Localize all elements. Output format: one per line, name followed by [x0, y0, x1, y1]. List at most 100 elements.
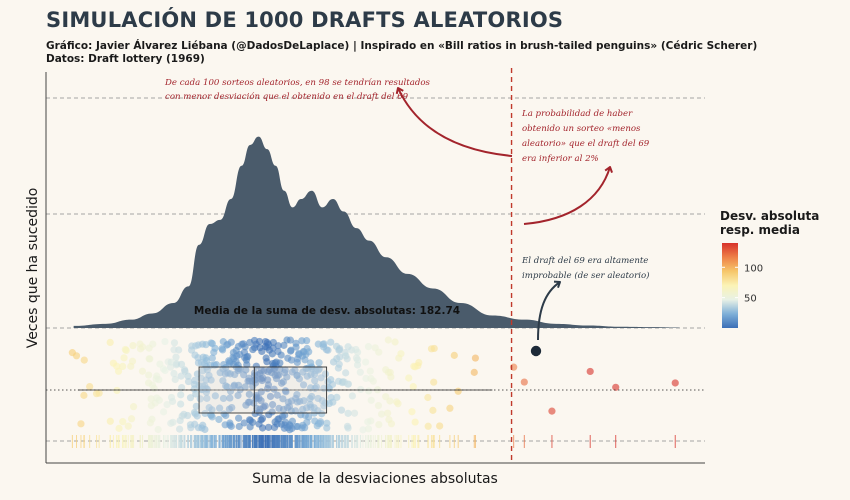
jitter-point — [113, 386, 121, 395]
jitter-point — [167, 393, 176, 402]
jitter-point — [364, 425, 373, 433]
jitter-point — [305, 348, 313, 356]
jitter-point — [235, 414, 243, 422]
jitter-point — [446, 404, 454, 412]
jitter-point — [344, 380, 353, 388]
jitter-point — [314, 366, 322, 374]
jitter-point — [288, 417, 297, 425]
jitter-point — [382, 366, 390, 374]
jitter-point — [150, 384, 158, 392]
jitter-point — [336, 353, 344, 361]
jitter-point — [215, 415, 223, 424]
jitter-point — [127, 415, 136, 423]
jitter-point — [171, 375, 179, 384]
jitter-point — [612, 383, 620, 391]
jitter-point — [299, 421, 307, 429]
jitter-point — [219, 394, 228, 403]
jitter-point — [177, 391, 185, 399]
jitter-point — [427, 345, 436, 353]
jitter-point — [283, 373, 291, 381]
jitter-point — [180, 366, 189, 374]
jitter-point — [430, 378, 438, 386]
jitter-point — [263, 358, 271, 366]
jitter-point — [167, 358, 175, 366]
jitter-point — [119, 418, 127, 426]
jitter-point — [314, 394, 322, 403]
jitter-point — [353, 361, 362, 369]
jitter-point — [225, 405, 233, 413]
jitter-point — [222, 382, 230, 390]
jitter-point — [264, 340, 273, 349]
jitter-point — [192, 402, 200, 410]
jitter-point — [172, 353, 180, 361]
jitter-point — [283, 404, 292, 412]
jitter-point — [281, 411, 289, 419]
jitter-point — [671, 379, 679, 387]
jitter-point — [382, 393, 390, 401]
jitter-point — [364, 418, 372, 426]
jitter-point — [146, 419, 154, 427]
jitter-point — [375, 420, 383, 429]
jitter-point — [291, 366, 299, 374]
annotations: De cada 100 sorteos aleatorios, en 98 se… — [164, 77, 650, 341]
jitter-point — [220, 410, 228, 418]
jitter-point — [384, 336, 392, 344]
colorbar-title-line: resp. media — [720, 223, 800, 237]
boxplot — [46, 366, 705, 414]
jitter-point — [387, 373, 395, 381]
jitter-point — [367, 374, 375, 383]
y-axis-label: Veces que ha sucedido — [25, 188, 41, 349]
jitter-point — [191, 420, 199, 428]
mean-label: Media de la suma de desv. absolutas: 182… — [194, 305, 460, 317]
annotation-top-left-line: con menor desviación que el obtenido en … — [165, 91, 409, 102]
jitter-point — [129, 403, 138, 411]
colorbar-title-line: Desv. absoluta — [720, 209, 819, 223]
jitter-point — [415, 358, 423, 367]
jitter-point — [303, 337, 311, 345]
jitter-point — [323, 419, 331, 427]
jitter-point — [450, 351, 458, 359]
jitter-point — [145, 344, 153, 352]
jitter-point — [520, 378, 528, 386]
jitter-point — [281, 387, 290, 395]
colorbar-legend: Desv. absoluta resp. media 50 100 — [720, 209, 819, 328]
jitter-point — [218, 344, 226, 353]
jitter-point — [342, 352, 350, 360]
jitter-point — [115, 424, 123, 432]
jitter-point — [293, 355, 302, 363]
annotation-draft-69-line: El draft del 69 era altamente — [521, 256, 648, 266]
jitter-point — [316, 418, 325, 426]
jitter-point — [210, 348, 218, 356]
annotation-top-left-line: De cada 100 sorteos aleatorios, en 98 se… — [164, 77, 431, 88]
chart-title: SIMULACIÓN DE 1000 DRAFTS ALEATORIOS — [46, 8, 564, 32]
jitter-point — [167, 419, 175, 427]
jitter-point — [293, 398, 301, 406]
jitter-point — [205, 404, 213, 412]
jitter-point — [408, 408, 416, 416]
jitter-point — [256, 344, 264, 352]
box-body — [198, 366, 328, 414]
jitter-point — [272, 358, 280, 366]
colorbar-tick-label: 50 — [744, 294, 757, 305]
arrow-top — [397, 87, 513, 157]
jitter-point — [314, 407, 322, 415]
jitter-point — [344, 343, 352, 351]
jitter-point — [258, 414, 267, 423]
jitter-point — [283, 336, 291, 344]
annotation-probability: La probabilidad de haber obtenido un sort… — [521, 109, 650, 164]
annotation-draft-69-line: improbable (de ser aleatorio) — [522, 270, 649, 281]
jitter-point — [471, 354, 480, 362]
rug-marks — [71, 435, 676, 448]
jitter-point — [352, 345, 360, 354]
jitter-point — [333, 393, 341, 401]
jitter-point — [170, 346, 178, 354]
jitter-point — [350, 409, 359, 417]
jitter-point — [354, 356, 362, 364]
density-area — [73, 136, 680, 328]
jitter-point — [292, 339, 300, 347]
jitter-point — [268, 408, 276, 416]
jitter-point — [454, 387, 462, 395]
jitter-point — [258, 424, 267, 432]
jitter-point — [315, 359, 323, 367]
jitter-point — [147, 395, 155, 403]
